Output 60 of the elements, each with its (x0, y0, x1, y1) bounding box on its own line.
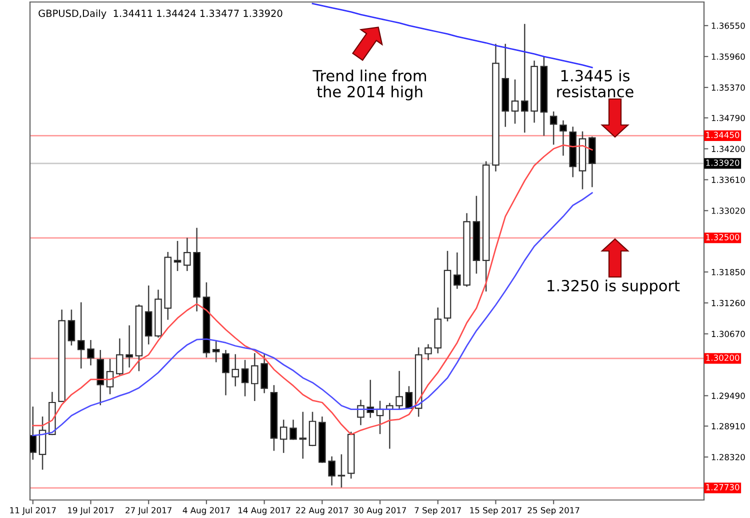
candlestick (241, 360, 249, 396)
candlestick (454, 252, 461, 289)
candlestick (396, 370, 403, 410)
candlestick (174, 240, 182, 272)
x-tick-label: 22 Aug 2017 (296, 507, 348, 516)
annotation: Trend line from the 2014 high (312, 70, 426, 100)
x-tick-label: 19 Jul 2017 (68, 506, 114, 515)
y-tick-label: 1.28320 (712, 454, 745, 460)
candlestick (511, 79, 519, 124)
candlestick (251, 353, 258, 402)
candlestick (184, 238, 191, 272)
y-tick-label: 1.30670 (712, 330, 745, 338)
y-tick-label: 1.31850 (712, 268, 745, 276)
candlestick (280, 420, 288, 453)
y-tick-label: 1.33020 (712, 208, 745, 214)
x-tick-label: 7 Sep 2017 (414, 507, 461, 516)
candlestick (87, 340, 94, 366)
y-tick-label: 1.29490 (712, 392, 745, 399)
y-tick-label: 1.36550 (712, 22, 745, 29)
annotation: 1.3445 is resistance (557, 70, 634, 98)
x-tick-label: 30 Aug 2017 (354, 507, 406, 516)
candlestick (222, 350, 230, 396)
annotation: 1.3250 is support (548, 280, 680, 294)
ref-line-label: 1.32500 (706, 234, 740, 240)
candlestick (338, 454, 346, 488)
candlestick (405, 386, 413, 409)
text: GBPUSD,Daily 1.34411 1.34424 1.33477 1.33920 (38, 9, 282, 19)
candlestick (116, 338, 124, 376)
candlestick (550, 111, 558, 145)
ref-line-label: 1.34450 (706, 132, 740, 138)
candlestick (290, 420, 297, 440)
x-tick-label: 25 Sep 2017 (528, 507, 580, 516)
candlestick (424, 344, 432, 360)
x-tick-label: 27 Jul 2017 (126, 506, 172, 515)
ref-line-label: 1.27730 (706, 484, 740, 490)
y-tick-label: 1.35960 (712, 54, 745, 60)
candlestick (126, 325, 133, 368)
y-tick-label: 1.33610 (712, 176, 745, 183)
y-tick-label: 1.31260 (712, 300, 745, 306)
candlestick (299, 412, 307, 459)
candlestick (232, 354, 240, 386)
line-series (312, 2, 593, 68)
candlestick (77, 302, 85, 369)
x-tick-label: 11 Jul 2017 (10, 506, 56, 515)
candlestick (521, 24, 528, 133)
x-tick-label: 15 Sep 2017 (470, 507, 522, 516)
candlestick (212, 341, 220, 362)
candlestick (357, 400, 364, 426)
y-tick-label: 1.28910 (712, 423, 745, 430)
x-tick-label: 4 Aug 2017 (182, 507, 230, 516)
y-tick-label: 1.34200 (712, 146, 745, 152)
candlestick (328, 456, 336, 486)
ref-line-label: 1.33920 (706, 160, 740, 166)
x-tick-label: 14 Aug 2017 (238, 507, 290, 516)
y-tick-label: 1.35370 (712, 84, 745, 91)
ref-line-label: 1.30200 (706, 354, 740, 361)
candlestick (30, 406, 37, 460)
candlestick (560, 120, 567, 156)
y-tick-label: 1.34790 (712, 114, 745, 122)
candlestick (68, 310, 76, 346)
